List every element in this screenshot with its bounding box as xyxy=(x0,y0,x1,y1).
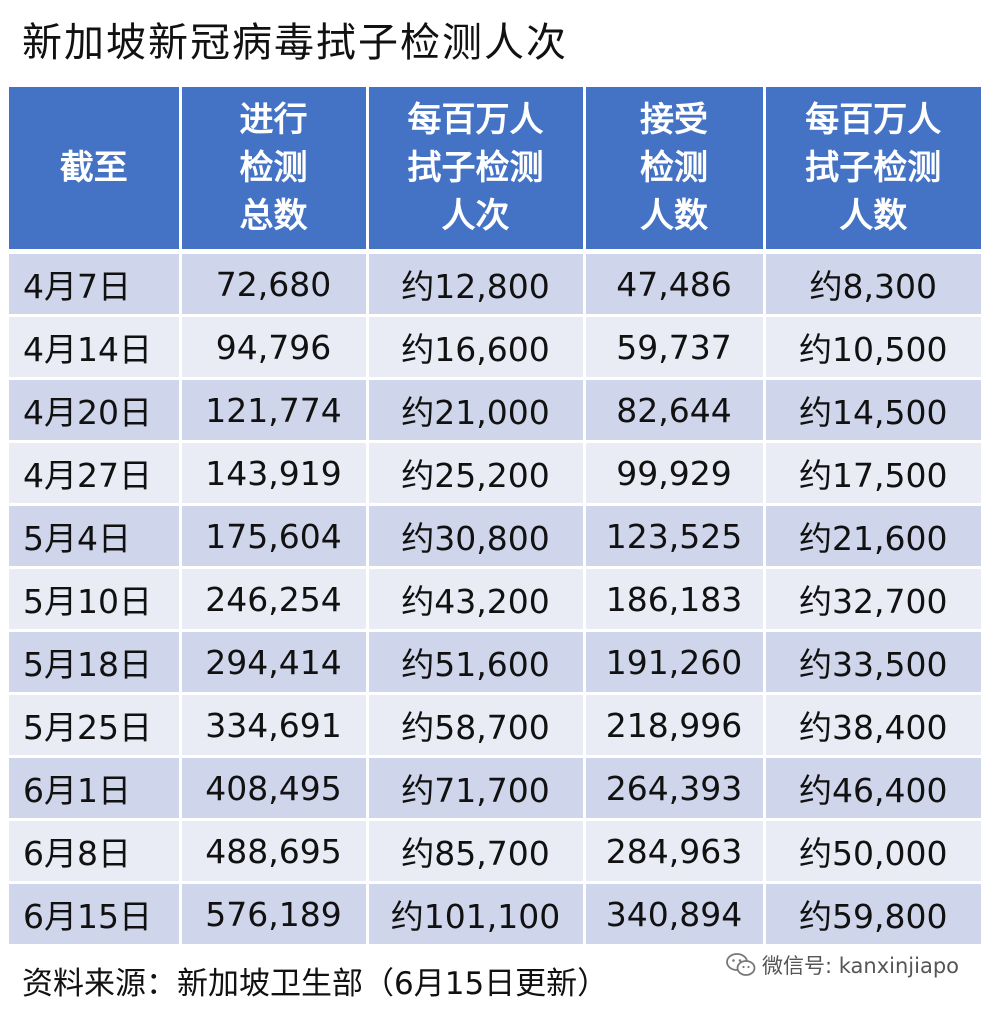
value-cell: 约14,500 xyxy=(764,378,981,443)
date-cell: 5月18日 xyxy=(9,630,182,695)
table-row: 5月25日 334,691 约58,700 218,996 约38,400 xyxy=(9,693,981,758)
table-body: 4月7日 72,680 约12,800 47,486 约8,300 4月14日 94,796… xyxy=(9,251,981,947)
column-header-line: 每百万人 xyxy=(805,100,942,140)
value-cell: 约58,700 xyxy=(367,693,586,758)
table-row: 4月27日 143,919 约25,200 99,929 约17,500 xyxy=(9,441,981,506)
value-cell: 约32,700 xyxy=(764,567,981,632)
date-cell: 4月7日 xyxy=(9,251,182,317)
date-cell: 4月27日 xyxy=(9,441,182,506)
value-cell: 143,919 xyxy=(180,441,369,506)
table-row: 4月14日 94,796 约16,600 59,737 约10,500 xyxy=(9,315,981,380)
value-cell: 约46,400 xyxy=(764,756,981,821)
value-cell: 约12,800 xyxy=(367,251,586,317)
value-cell: 约38,400 xyxy=(764,693,981,758)
column-header-line: 接受 xyxy=(640,100,708,140)
value-cell: 约71,700 xyxy=(367,756,586,821)
column-header-line: 进行 xyxy=(239,100,308,140)
value-cell: 340,894 xyxy=(584,882,766,947)
wechat-id: 微信号: kanxinjiapo xyxy=(726,950,959,980)
value-cell: 246,254 xyxy=(180,567,369,632)
table-row: 4月20日 121,774 约21,000 82,644 约14,500 xyxy=(9,378,981,443)
column-header-line: 检测 xyxy=(640,148,708,188)
column-header-line: 检测 xyxy=(239,148,308,188)
value-cell: 175,604 xyxy=(180,504,369,569)
column-header-3: 接受 检测 人数 xyxy=(584,87,766,254)
value-cell: 294,414 xyxy=(180,630,369,695)
table-row: 6月8日 488,695 约85,700 284,963 约50,000 xyxy=(9,819,981,884)
source-note: 资料来源：新加坡卫生部（6月15日更新） xyxy=(22,966,609,1002)
value-cell: 约17,500 xyxy=(764,441,981,506)
value-cell: 72,680 xyxy=(180,251,369,317)
value-cell: 488,695 xyxy=(180,819,369,884)
page-title: 新加坡新冠病毒拭子检测人次 xyxy=(22,20,568,66)
date-cell: 6月8日 xyxy=(9,819,182,884)
date-cell: 6月1日 xyxy=(9,756,182,821)
date-cell: 5月4日 xyxy=(9,504,182,569)
value-cell: 408,495 xyxy=(180,756,369,821)
wechat-label: 微信号: kanxinjiapo xyxy=(761,954,959,978)
value-cell: 334,691 xyxy=(180,693,369,758)
data-table: 截至 进行 检测 总数 每百万人 拭子检测 人次 接受 检测 人数 每百万人 拭子检测 人数 4月7日 7… xyxy=(9,87,981,947)
value-cell: 约21,600 xyxy=(764,504,981,569)
column-header-2: 每百万人拭子检测人次 xyxy=(367,87,586,254)
date-cell: 4月20日 xyxy=(9,378,182,443)
value-cell: 264,393 xyxy=(584,756,766,821)
date-cell: 6月15日 xyxy=(9,882,182,947)
value-cell: 186,183 xyxy=(584,567,766,632)
value-cell: 约59,800 xyxy=(764,882,981,947)
table-row: 5月18日 294,414 约51,600 191,260 约33,500 xyxy=(9,630,981,695)
column-header-0: 截至 xyxy=(9,87,182,254)
column-header-line: 人次 xyxy=(441,196,510,236)
value-cell: 约43,200 xyxy=(367,567,586,632)
column-header-line: 总数 xyxy=(239,196,308,236)
column-header-line: 每百万人 xyxy=(407,100,544,140)
value-cell: 284,963 xyxy=(584,819,766,884)
column-header-line: 拭子检测 xyxy=(805,148,942,188)
value-cell: 约16,600 xyxy=(367,315,586,380)
table-row: 5月4日 175,604 约30,800 123,525 约21,600 xyxy=(9,504,981,569)
column-header-line: 人数 xyxy=(839,196,908,236)
value-cell: 123,525 xyxy=(584,504,766,569)
value-cell: 约33,500 xyxy=(764,630,981,695)
value-cell: 94,796 xyxy=(180,315,369,380)
table-row: 6月15日 576,189 约101,100 340,894 约59,800 xyxy=(9,882,981,947)
table-row: 4月7日 72,680 约12,800 47,486 约8,300 xyxy=(9,251,981,317)
wechat-icon xyxy=(726,953,756,976)
value-cell: 约85,700 xyxy=(367,819,586,884)
value-cell: 约51,600 xyxy=(367,630,586,695)
value-cell: 82,644 xyxy=(584,378,766,443)
value-cell: 191,260 xyxy=(584,630,766,695)
column-header-line: 人数 xyxy=(640,196,708,236)
value-cell: 47,486 xyxy=(584,251,766,317)
value-cell: 99,929 xyxy=(584,441,766,506)
column-header-line: 拭子检测 xyxy=(407,148,544,188)
value-cell: 121,774 xyxy=(180,378,369,443)
value-cell: 约101,100 xyxy=(367,882,586,947)
table-header-row: 截至 进行 检测 总数 每百万人 拭子检测 人次 接受 检测 人数 每百万人 拭子检测 人数 xyxy=(9,87,981,254)
value-cell: 59,737 xyxy=(584,315,766,380)
data-table-container: 截至 进行 检测 总数 每百万人 拭子检测 人次 接受 检测 人数 每百万人 拭子检测 人数 4月7日 7… xyxy=(9,87,981,947)
date-cell: 5月10日 xyxy=(9,567,182,632)
table-row: 5月10日 246,254 约43,200 186,183 约32,700 xyxy=(9,567,981,632)
column-header-4: 每百万人拭子检测人数 xyxy=(764,87,981,254)
value-cell: 约30,800 xyxy=(367,504,586,569)
value-cell: 218,996 xyxy=(584,693,766,758)
column-header-line: 截至 xyxy=(59,148,128,188)
value-cell: 约10,500 xyxy=(764,315,981,380)
date-cell: 4月14日 xyxy=(9,315,182,380)
date-cell: 5月25日 xyxy=(9,693,182,758)
column-header-1: 进行 检测 总数 xyxy=(180,87,369,254)
value-cell: 约8,300 xyxy=(764,251,981,317)
table-row: 6月1日 408,495 约71,700 264,393 约46,400 xyxy=(9,756,981,821)
value-cell: 576,189 xyxy=(180,882,369,947)
value-cell: 约25,200 xyxy=(367,441,586,506)
value-cell: 约50,000 xyxy=(764,819,981,884)
value-cell: 约21,000 xyxy=(367,378,586,443)
